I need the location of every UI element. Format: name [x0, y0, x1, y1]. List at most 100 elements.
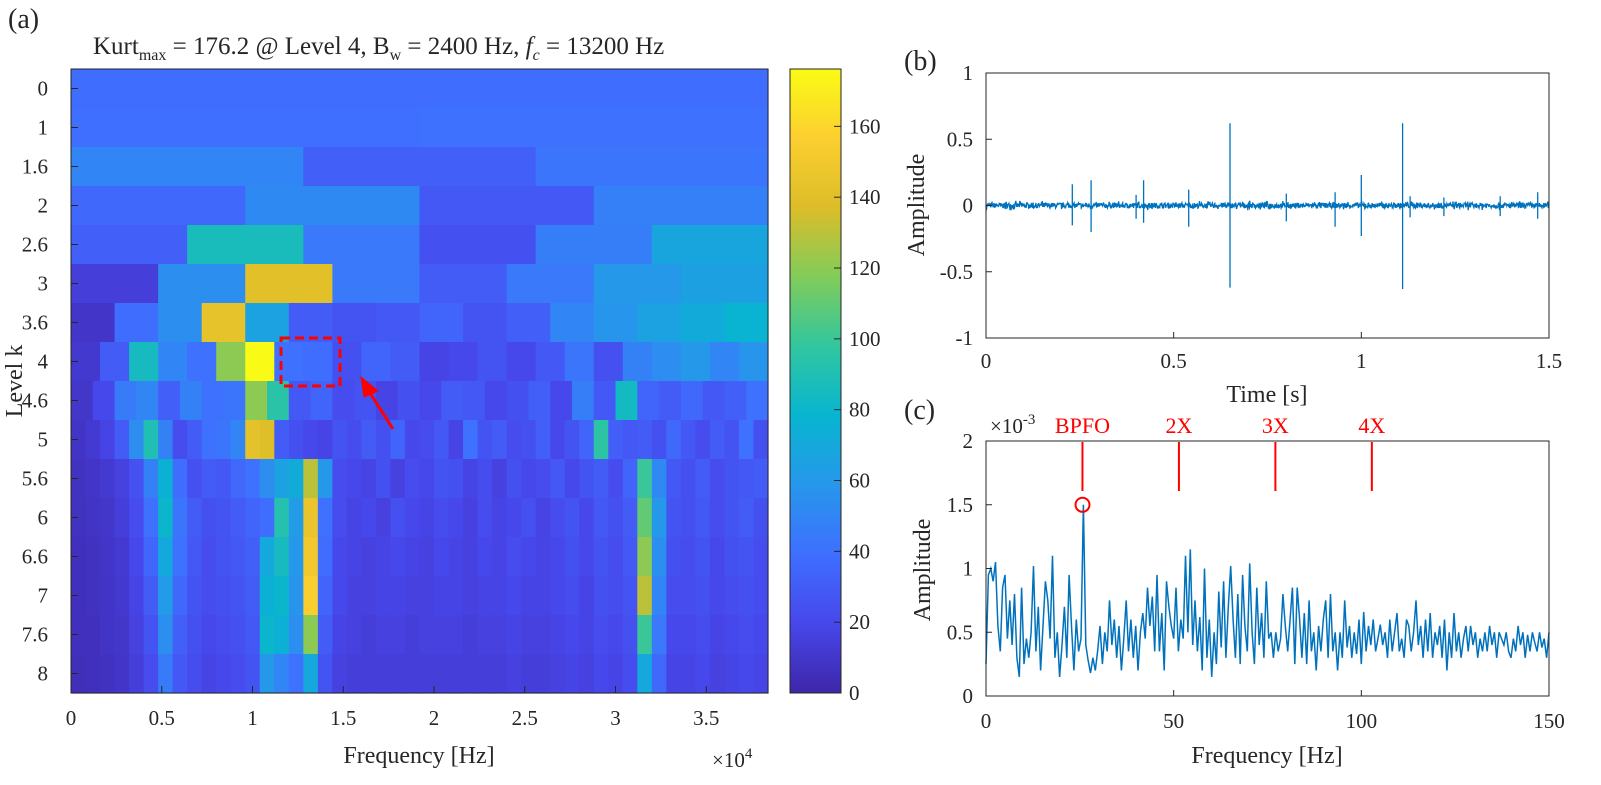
heatmap-cell: [158, 264, 246, 304]
heatmap-cell: [448, 498, 464, 538]
heatmap-x-tick-label: 0: [66, 706, 77, 730]
heatmap-cell: [143, 615, 159, 655]
colorbar-frame: [789, 68, 842, 694]
heatmap-cell: [172, 537, 188, 577]
heatmap-cell: [201, 537, 217, 577]
heatmap-cell: [317, 654, 333, 694]
harmonic-marker-label: 4X: [1358, 413, 1385, 438]
spectrum-y-tick-label: 2: [963, 429, 974, 453]
heatmap-cell: [332, 420, 348, 460]
signal-x-tick-label: 1.5: [1536, 349, 1562, 373]
heatmap-cell: [477, 576, 493, 616]
heatmap-cell: [535, 147, 769, 187]
heatmap-cell: [158, 342, 188, 382]
heatmap-y-tick-label: 2.6: [22, 233, 48, 257]
heatmap-cell: [564, 615, 580, 655]
heatmap-cell: [608, 498, 624, 538]
heatmap-cell: [129, 420, 145, 460]
heatmap-cell: [680, 303, 726, 343]
heatmap-x-tick-label: 0.5: [149, 706, 175, 730]
heatmap-cell: [593, 576, 609, 616]
heatmap-cell: [738, 498, 755, 538]
heatmap-cell: [434, 498, 450, 538]
heatmap-cell: [310, 381, 333, 421]
heatmap-cell: [724, 537, 740, 577]
heatmap-cell: [274, 459, 290, 499]
heatmap-xlabel: Frequency [Hz]: [343, 743, 494, 769]
heatmap-cell: [753, 459, 769, 499]
heatmap-cell: [724, 459, 740, 499]
heatmap-cell: [303, 147, 537, 187]
heatmap-cell: [463, 654, 479, 694]
heatmap-cell: [593, 498, 609, 538]
heatmap-cell: [361, 576, 377, 616]
heatmap-cell: [724, 576, 740, 616]
heatmap-cell: [85, 537, 101, 577]
heatmap-cell: [622, 576, 638, 616]
heatmap-cell: [579, 537, 595, 577]
heatmap-cell: [100, 342, 130, 382]
heatmap-cell: [245, 342, 275, 382]
heatmap-cell: [390, 498, 406, 538]
heatmap-cell: [375, 303, 421, 343]
heatmap-cell: [303, 537, 319, 577]
heatmap-cell: [71, 186, 246, 226]
heatmap-cell: [506, 303, 551, 343]
heatmap-cell: [738, 654, 755, 694]
heatmap-cell: [390, 576, 406, 616]
heatmap-cell: [346, 615, 363, 655]
heatmap-cell: [492, 420, 508, 460]
heatmap-cell: [129, 498, 145, 538]
heatmap-cell: [143, 498, 159, 538]
heatmap-cell: [492, 537, 508, 577]
heatmap-cell: [274, 420, 290, 460]
heatmap-x-tick-label: 3.5: [693, 706, 719, 730]
heatmap-cell: [114, 537, 130, 577]
heatmap-cell: [71, 264, 159, 304]
heatmap-cell: [201, 303, 246, 343]
heatmap-cell: [608, 537, 624, 577]
heatmap-cell: [303, 459, 319, 499]
heatmap-cell: [680, 615, 696, 655]
heatmap-cell: [419, 108, 769, 148]
heatmap-cell: [346, 654, 363, 694]
signal-y-tick-label: 0: [963, 194, 974, 218]
heatmap-cell: [593, 303, 638, 343]
heatmap-cell: [332, 576, 348, 616]
heatmap-cell: [85, 654, 101, 694]
heatmap-cell: [71, 69, 769, 109]
signal-xlabel: Time [s]: [1226, 382, 1307, 408]
heatmap-cell: [245, 264, 333, 304]
heatmap-cell: [274, 498, 290, 538]
heatmap-cell: [288, 459, 304, 499]
heatmap-cell: [187, 459, 203, 499]
heatmap-cell: [332, 459, 348, 499]
heatmap-cell: [477, 459, 493, 499]
heatmap-cell: [245, 537, 261, 577]
heatmap-cell: [448, 615, 464, 655]
heatmap-cell: [172, 459, 188, 499]
heatmap-cell: [550, 654, 566, 694]
heatmap-y-tick-label: 1: [38, 116, 49, 140]
heatmap-cell: [651, 459, 667, 499]
heatmap-cell: [303, 654, 319, 694]
heatmap-cell: [71, 225, 188, 265]
bpfo-peak-circle: [1074, 496, 1091, 513]
heatmap-cell: [361, 498, 377, 538]
heatmap-cell: [361, 420, 377, 460]
heatmap-cell: [506, 576, 522, 616]
heatmap-cell: [375, 420, 392, 460]
heatmap-cell: [397, 381, 421, 421]
heatmap-cell: [100, 537, 116, 577]
heatmap-cell: [695, 459, 711, 499]
heatmap-cell: [85, 459, 101, 499]
heatmap-cell: [564, 459, 580, 499]
heatmap-cell: [332, 615, 348, 655]
heatmap-cell: [114, 576, 130, 616]
heatmap-cell: [158, 381, 181, 421]
heatmap-cell: [637, 654, 653, 694]
heatmap-cell: [709, 654, 726, 694]
heatmap-cell: [608, 459, 624, 499]
heatmap-cell: [317, 459, 333, 499]
heatmap-cell: [680, 498, 696, 538]
